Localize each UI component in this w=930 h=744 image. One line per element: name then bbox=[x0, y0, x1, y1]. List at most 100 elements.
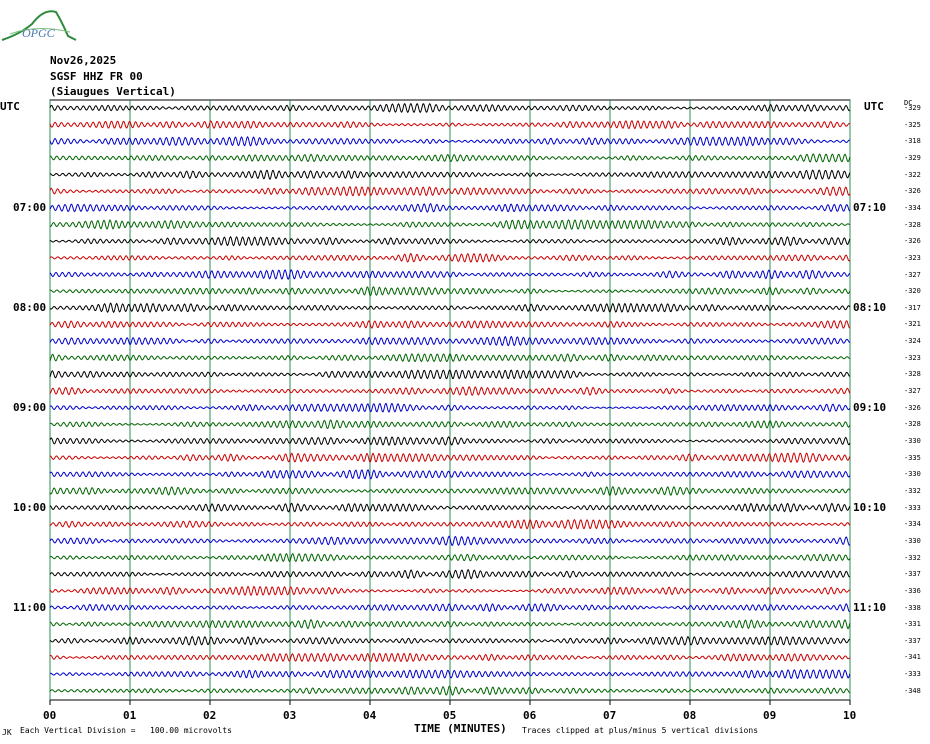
seismic-trace bbox=[49, 402, 851, 413]
right-timezone-label: UTC bbox=[864, 100, 884, 113]
x-tick-label: 02 bbox=[203, 709, 217, 722]
dc-offset-value: -318 bbox=[904, 137, 921, 146]
dc-label: DC bbox=[904, 99, 913, 107]
left-hour-label: 11:00 bbox=[13, 600, 47, 614]
x-tick-label: 07 bbox=[603, 709, 617, 722]
x-tick-label: 10 bbox=[843, 709, 857, 722]
dc-offset-value: -333 bbox=[904, 503, 921, 512]
left-timezone-label: UTC bbox=[0, 100, 20, 113]
x-tick-label: 04 bbox=[363, 709, 377, 722]
dc-offset-value: -321 bbox=[904, 320, 921, 329]
clip-note: Traces clipped at plus/minus 5 vertical … bbox=[522, 726, 759, 735]
seismic-trace bbox=[49, 285, 851, 297]
dc-offset-value: -326 bbox=[904, 237, 921, 246]
dc-offset-value: -348 bbox=[904, 686, 921, 695]
dc-offset-value: -331 bbox=[904, 620, 921, 629]
dc-offset-value: -320 bbox=[904, 287, 921, 296]
seismic-trace bbox=[49, 386, 851, 396]
dc-offset-value: -330 bbox=[904, 536, 921, 545]
location-label: (Siaugues Vertical) bbox=[50, 85, 176, 98]
seismic-trace bbox=[49, 685, 850, 696]
seismic-trace bbox=[49, 585, 850, 597]
left-hour-label: 10:00 bbox=[13, 500, 47, 514]
dc-offset-value: -328 bbox=[904, 370, 921, 379]
seismic-trace bbox=[49, 219, 851, 230]
dc-offset-value: -338 bbox=[904, 603, 921, 612]
dc-offset-value: -333 bbox=[904, 670, 921, 679]
seismic-trace bbox=[49, 502, 851, 513]
x-tick-label: 00 bbox=[43, 709, 57, 722]
right-hour-label: 07:10 bbox=[853, 200, 887, 214]
dc-offset-value: -341 bbox=[904, 653, 921, 662]
seismic-trace bbox=[49, 535, 851, 547]
dc-offset-value: -324 bbox=[904, 337, 921, 346]
dc-offset-value: -322 bbox=[904, 170, 921, 179]
station-label: SGSF HHZ FR 00 bbox=[50, 70, 143, 83]
seismic-trace bbox=[49, 186, 851, 197]
dc-offset-value: -327 bbox=[904, 387, 921, 396]
dc-offset-value: -329 bbox=[904, 104, 921, 112]
seismic-trace bbox=[49, 419, 851, 430]
x-tick-label: 03 bbox=[283, 709, 297, 722]
dc-offset-value: -334 bbox=[904, 520, 921, 529]
x-tick-label: 09 bbox=[763, 709, 777, 722]
dc-offset-value: -317 bbox=[904, 303, 921, 312]
dc-offset-value: -329 bbox=[904, 153, 921, 162]
seismic-trace bbox=[49, 669, 851, 680]
date-label: Nov26,2025 bbox=[50, 54, 117, 67]
dc-offset-value: -332 bbox=[904, 486, 921, 495]
seismic-trace bbox=[49, 302, 851, 314]
left-hour-label: 07:00 bbox=[13, 200, 47, 214]
x-tick-label: 01 bbox=[123, 709, 137, 722]
seismic-trace bbox=[49, 452, 851, 463]
dc-offset-value: -326 bbox=[904, 403, 921, 412]
seismic-trace bbox=[49, 169, 851, 180]
seismic-trace bbox=[49, 618, 851, 630]
opgc-logo bbox=[1, 10, 77, 41]
seismic-trace bbox=[49, 335, 851, 347]
seismic-trace bbox=[49, 568, 850, 580]
seismic-trace bbox=[49, 652, 851, 663]
dc-offset-value: -337 bbox=[904, 570, 921, 579]
dc-offset-value: -334 bbox=[904, 203, 921, 212]
logo-text: OPGC bbox=[22, 26, 55, 40]
seismic-trace bbox=[49, 153, 851, 163]
dc-offset-value: -327 bbox=[904, 270, 921, 279]
x-axis-label: TIME (MINUTES) bbox=[414, 722, 507, 735]
seismic-trace bbox=[49, 552, 851, 563]
seismic-trace bbox=[49, 603, 851, 613]
seismic-trace bbox=[49, 120, 850, 130]
seismic-trace bbox=[49, 369, 851, 380]
seismic-trace bbox=[49, 202, 851, 213]
x-tick-label: 06 bbox=[523, 709, 537, 722]
seismic-trace bbox=[49, 518, 851, 530]
dc-offset-value: -328 bbox=[904, 420, 921, 429]
scale-prefix: Each Vertical Division = bbox=[20, 726, 136, 735]
seismic-trace bbox=[49, 252, 851, 263]
right-hour-label: 08:10 bbox=[853, 300, 887, 314]
right-hour-label: 11:10 bbox=[853, 600, 887, 614]
dc-offset-value: -335 bbox=[904, 453, 921, 462]
seismic-trace bbox=[49, 635, 851, 646]
seismic-trace bbox=[49, 269, 851, 280]
left-hour-label: 09:00 bbox=[13, 400, 47, 414]
dc-offset-value: -323 bbox=[904, 253, 921, 262]
dc-offset-value: -325 bbox=[904, 120, 921, 129]
seismic-trace bbox=[49, 320, 851, 329]
x-tick-label: 08 bbox=[683, 709, 697, 722]
x-tick-label: 05 bbox=[443, 709, 457, 722]
seismic-trace bbox=[49, 136, 850, 147]
right-hour-label: 09:10 bbox=[853, 400, 887, 414]
dc-offset-value: -332 bbox=[904, 553, 921, 562]
seismic-trace bbox=[49, 353, 851, 363]
dc-offset-value: -326 bbox=[904, 187, 921, 196]
seismic-trace bbox=[49, 102, 851, 114]
seismic-trace bbox=[49, 468, 851, 480]
dc-offset-value: -337 bbox=[904, 636, 921, 645]
right-hour-label: 10:10 bbox=[853, 500, 887, 514]
scale-value: 100.00 microvolts bbox=[150, 726, 232, 735]
dc-offset-value: -330 bbox=[904, 470, 921, 479]
dc-offset-value: -336 bbox=[904, 586, 921, 595]
dc-offset-value: -330 bbox=[904, 437, 921, 445]
